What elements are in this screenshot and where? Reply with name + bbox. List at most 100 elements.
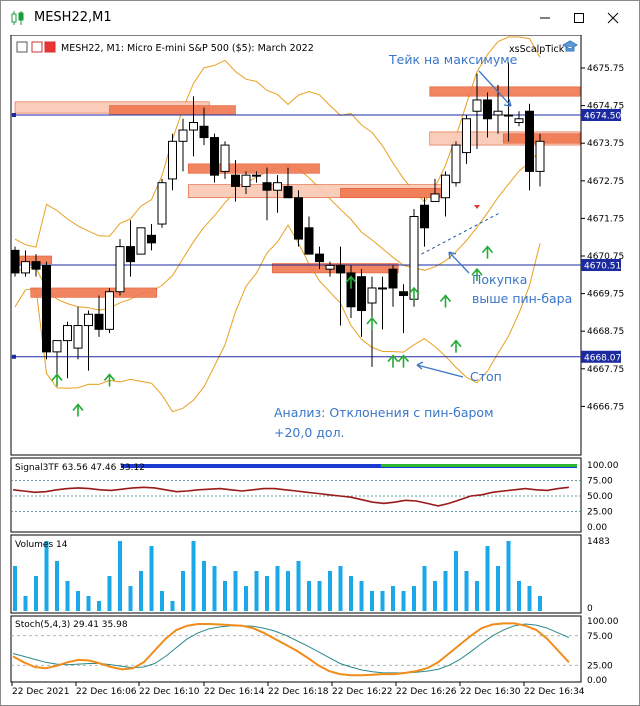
price-tick-label: 4670.75 [587, 252, 624, 262]
candle-body [378, 287, 387, 290]
time-tick-label: 22 Dec 16:26 [396, 687, 457, 697]
maximize-icon [574, 13, 584, 23]
candle-body [63, 325, 72, 342]
signal-tick-label: 100.00 [587, 461, 619, 471]
volume-bar [328, 571, 332, 611]
candle-body [493, 110, 503, 116]
volume-bar [170, 601, 175, 611]
close-button[interactable] [601, 6, 625, 30]
volume-bar [13, 566, 17, 611]
annotation-buy-line1: Покупка [472, 272, 527, 287]
price-tick-label: 4667.75 [587, 365, 624, 375]
candle-body [273, 182, 282, 191]
price-tick-label: 4672.75 [587, 177, 624, 187]
objects-icon[interactable] [31, 41, 43, 53]
up-arrow-icon [72, 403, 84, 417]
stop-pointer-arrow [416, 361, 464, 378]
candle-body [504, 114, 513, 117]
candle-body [430, 193, 440, 202]
volume-bar [202, 561, 206, 611]
close-icon [607, 12, 619, 24]
candle-body [21, 261, 30, 274]
price-tick-label: 4674.75 [587, 102, 624, 112]
volume-bar [538, 596, 542, 611]
entry-marker-icon [474, 205, 480, 209]
candle-body [325, 264, 335, 270]
candle-body [262, 182, 272, 191]
chart-symbol-header: MESH22, M1: Micro E-mini S&P 500 ($5): M… [61, 43, 314, 54]
up-arrow-icon [387, 354, 399, 368]
candle-body [105, 291, 114, 330]
time-tick-label: 22 Dec 16:34 [524, 687, 585, 697]
lower-band-line [14, 224, 541, 413]
volume-bar [212, 566, 217, 611]
volume-bar [65, 581, 70, 611]
time-tick-label: 22 Dec 16:30 [460, 687, 521, 697]
candle-body [525, 110, 534, 172]
minimize-button[interactable] [533, 6, 557, 30]
trade-icon[interactable] [44, 41, 56, 53]
volume-bar [55, 561, 59, 611]
volume-bar [475, 581, 479, 611]
graduation-cap-icon [561, 40, 579, 52]
up-arrow-icon [345, 275, 357, 289]
up-arrow-icon [366, 316, 378, 331]
volume-bar [149, 546, 154, 611]
indicator-label: xsScalpTick [509, 44, 565, 55]
candle-body [420, 204, 429, 229]
candle-body [199, 125, 209, 139]
candle-body [283, 185, 293, 199]
candle-body [346, 272, 356, 308]
volume-bar [464, 571, 469, 611]
time-tick-label: 22 Dec 16:06 [76, 687, 137, 697]
price-tick-label: 4668.75 [587, 327, 624, 337]
volume-bar [97, 601, 101, 611]
chart-header: MESH22, M1: Micro E-mini S&P 500 ($5): M… [16, 40, 579, 55]
stochastic-lines [11, 622, 581, 677]
volume-bar [496, 566, 500, 611]
candle-body [357, 276, 366, 312]
stoch-tick-label: 75.00 [587, 632, 613, 642]
volume-bar [517, 581, 521, 611]
signal-panel[interactable] [10, 457, 582, 533]
candle-body [168, 140, 177, 180]
candle-body [451, 144, 461, 184]
signal-tick-label: 75.00 [587, 477, 613, 487]
price-tick-label: 4673.75 [587, 139, 624, 149]
maximize-button[interactable] [567, 6, 591, 30]
candle-body [241, 174, 251, 187]
candle-body [483, 99, 492, 120]
candle-body [136, 227, 146, 255]
price-axis: 4675.75 4674.75 4673.75 4672.75 4671.75 4670.… [581, 64, 624, 412]
volume-bar [34, 576, 38, 611]
zone-7 [271, 263, 399, 274]
price-tick-label: 4675.75 [587, 64, 624, 74]
candle-body [294, 197, 303, 240]
level-marker-left-2 [12, 354, 16, 359]
volume-bar [307, 581, 311, 611]
title-bar: MESH22,M1 [1, 1, 639, 35]
main-chart-panel[interactable] [10, 35, 582, 456]
volume-bar [265, 576, 269, 611]
chart-canvas[interactable]: Тейк на максимуме Покупка выше пин-бара Сто… [1, 35, 639, 705]
stoch-tick-label: 0.00 [587, 676, 607, 686]
candle-body [252, 174, 261, 177]
volume-bar [286, 571, 290, 611]
volume-bar [223, 581, 227, 611]
candle-body [73, 325, 83, 349]
up-arrow-icon [51, 373, 63, 387]
volume-bar [23, 596, 28, 611]
window-title: MESH22,M1 [34, 10, 112, 25]
volume-panel[interactable] [10, 534, 582, 614]
volume-bar [527, 586, 532, 611]
signal-arrows [51, 205, 501, 417]
candle-body [304, 227, 314, 255]
candle-body [42, 264, 51, 353]
price-tick-label: 4671.75 [587, 214, 624, 224]
price-tag [581, 259, 621, 272]
up-arrow-icon [103, 373, 116, 387]
zone-3 [30, 287, 158, 298]
volume-bar [191, 541, 196, 611]
time-tick-label: 22 Dec 16:22 [332, 687, 393, 697]
chart-menu-icon[interactable] [16, 41, 28, 53]
